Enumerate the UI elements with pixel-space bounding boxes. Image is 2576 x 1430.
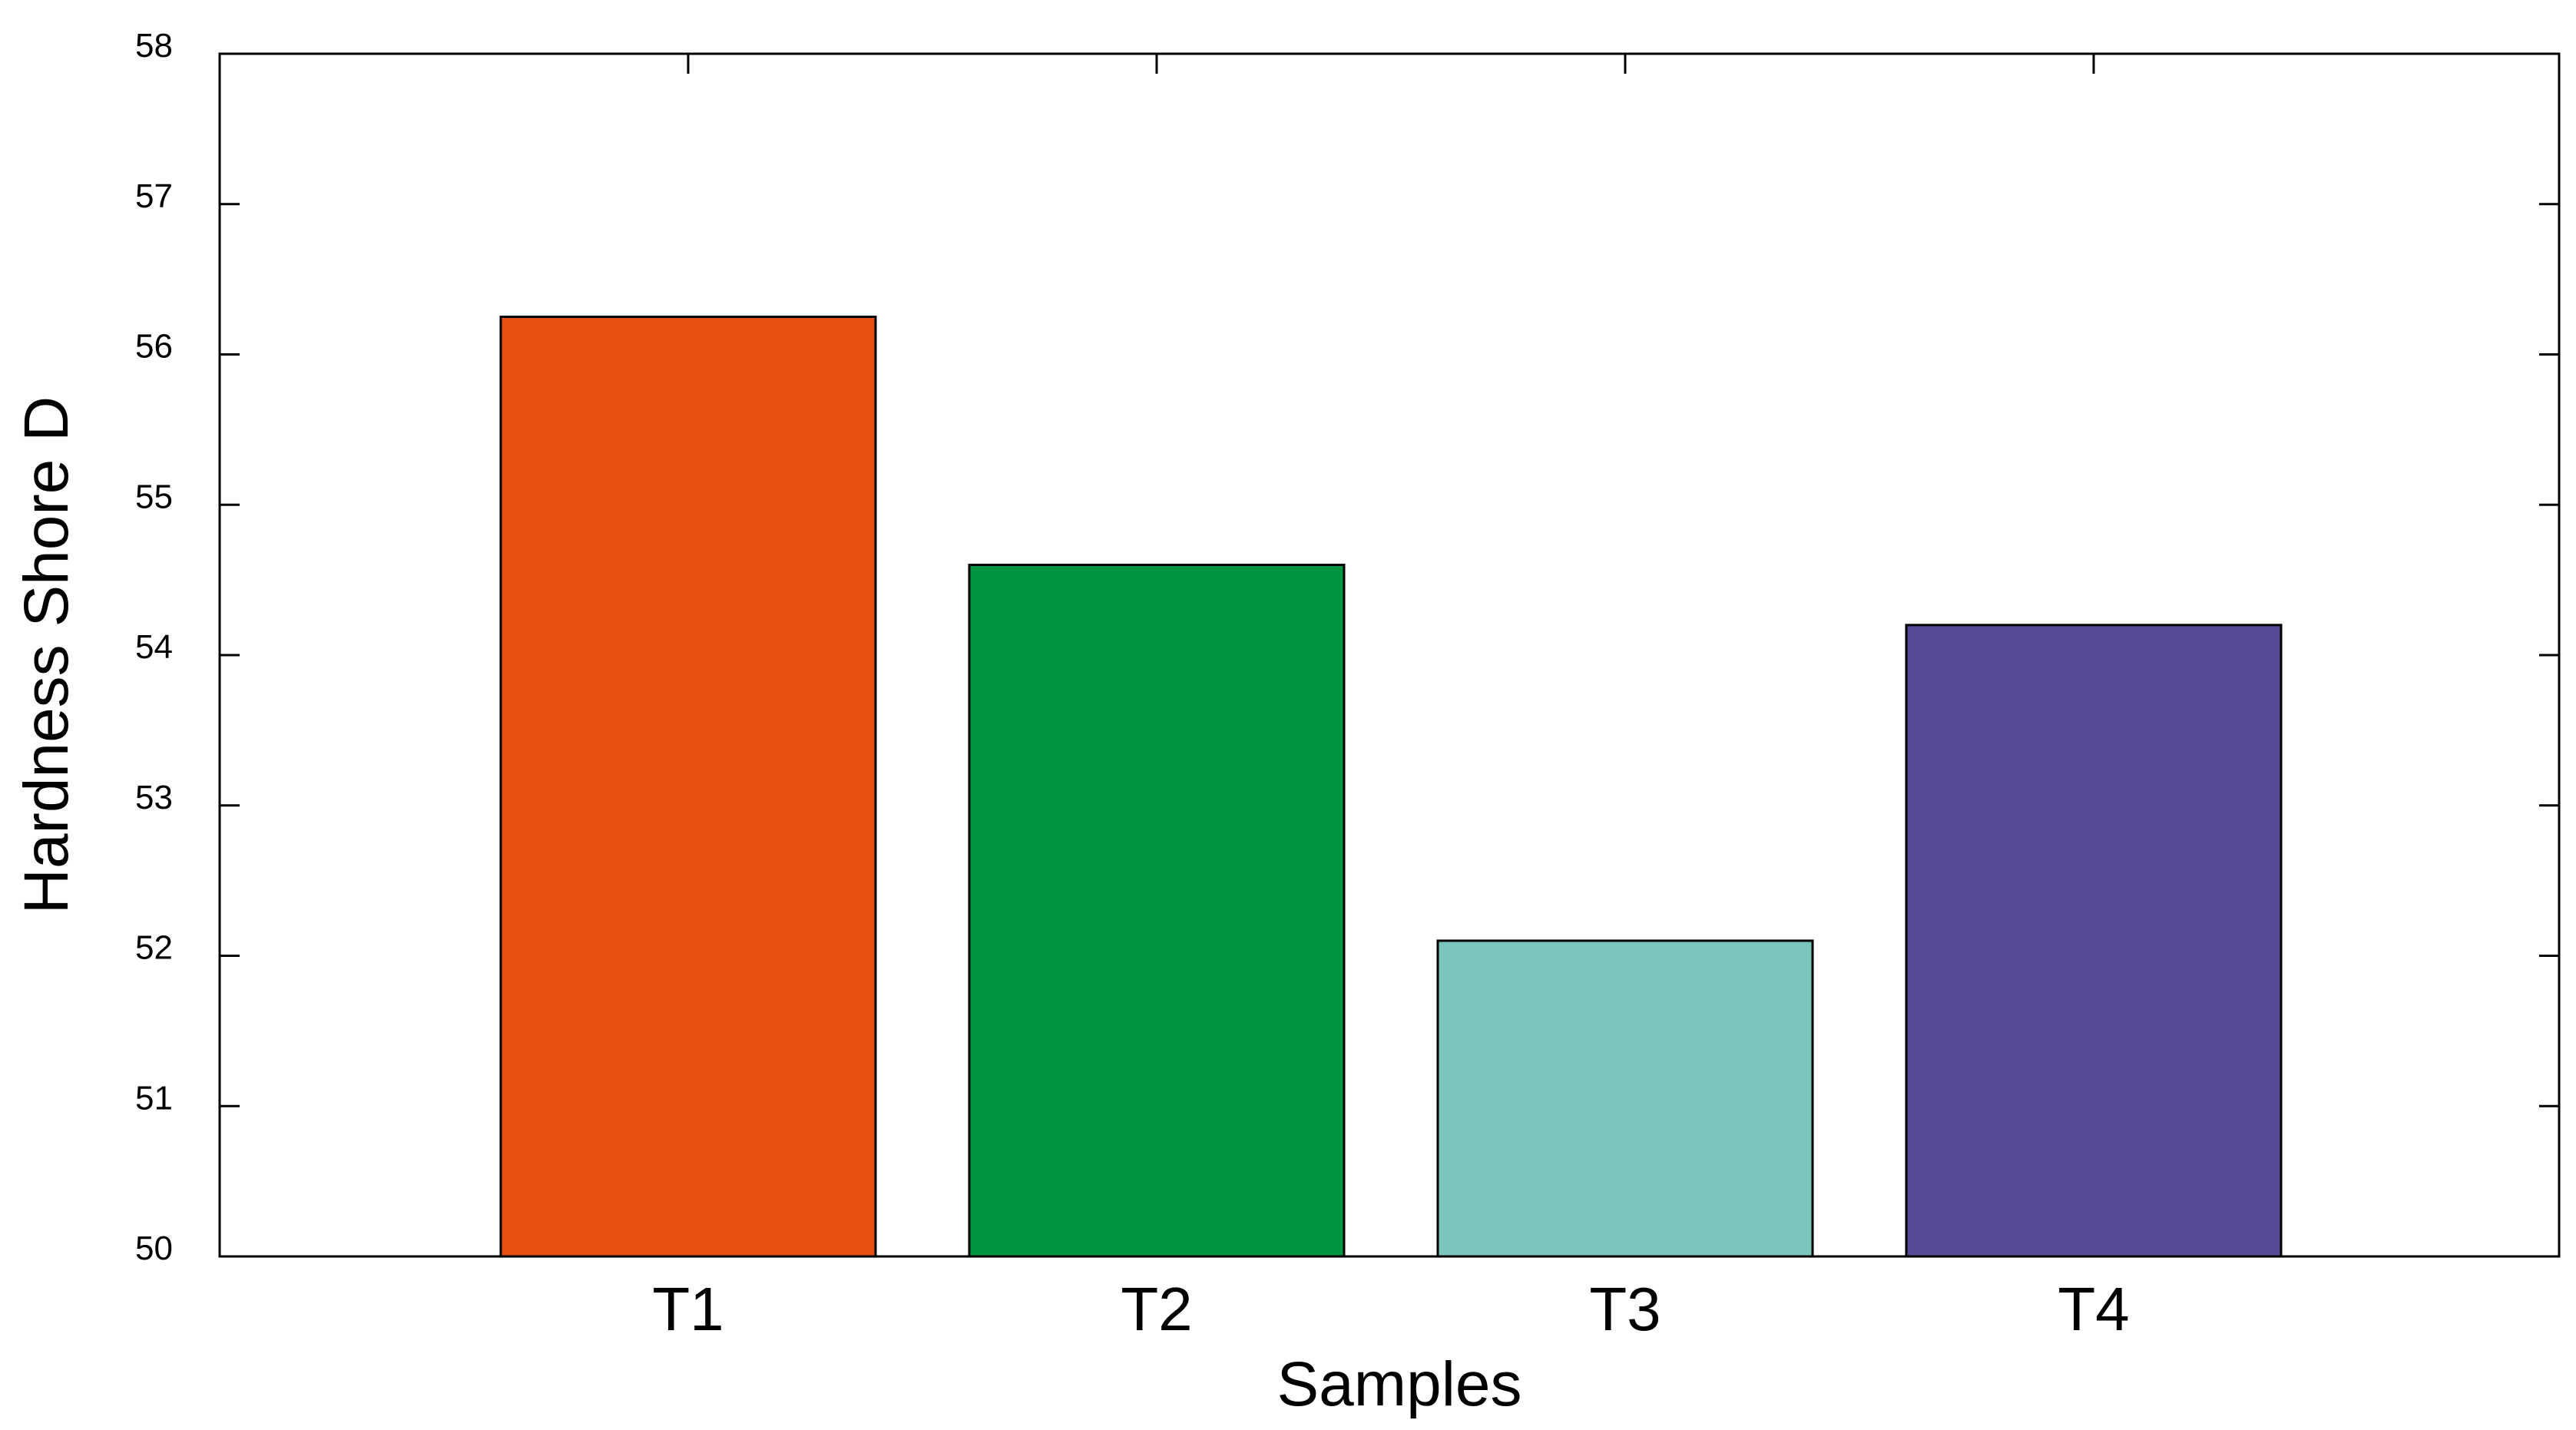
bar-t4 bbox=[1905, 624, 2283, 1258]
x-tick-label: T1 bbox=[652, 1275, 723, 1343]
bars bbox=[499, 316, 2283, 1258]
x-tick-labels: T1 T2 T3 T4 bbox=[652, 1275, 2129, 1343]
y-tick-labels: 50 51 52 53 54 55 56 57 58 bbox=[135, 27, 173, 1267]
x-tick-label: T4 bbox=[2058, 1275, 2129, 1343]
y-tick-label: 54 bbox=[135, 628, 173, 666]
x-tick-label: T2 bbox=[1121, 1275, 1192, 1343]
x-axis-title: Samples bbox=[1276, 1349, 1521, 1419]
y-tick-label: 58 bbox=[135, 27, 173, 65]
y-tick-label: 50 bbox=[135, 1230, 173, 1267]
y-tick-label: 55 bbox=[135, 478, 173, 515]
bar-t3 bbox=[1436, 939, 1814, 1258]
y-tick-label: 52 bbox=[135, 929, 173, 967]
bar-t1 bbox=[499, 316, 877, 1258]
y-tick-label: 51 bbox=[135, 1079, 173, 1117]
y-tick-label: 57 bbox=[135, 177, 173, 215]
y-tick-label: 56 bbox=[135, 328, 173, 366]
y-axis-title: Hardness Shore D bbox=[12, 396, 81, 915]
x-tick-label: T3 bbox=[1589, 1275, 1660, 1343]
bar-t2 bbox=[968, 564, 1346, 1258]
y-tick-label: 53 bbox=[135, 779, 173, 816]
